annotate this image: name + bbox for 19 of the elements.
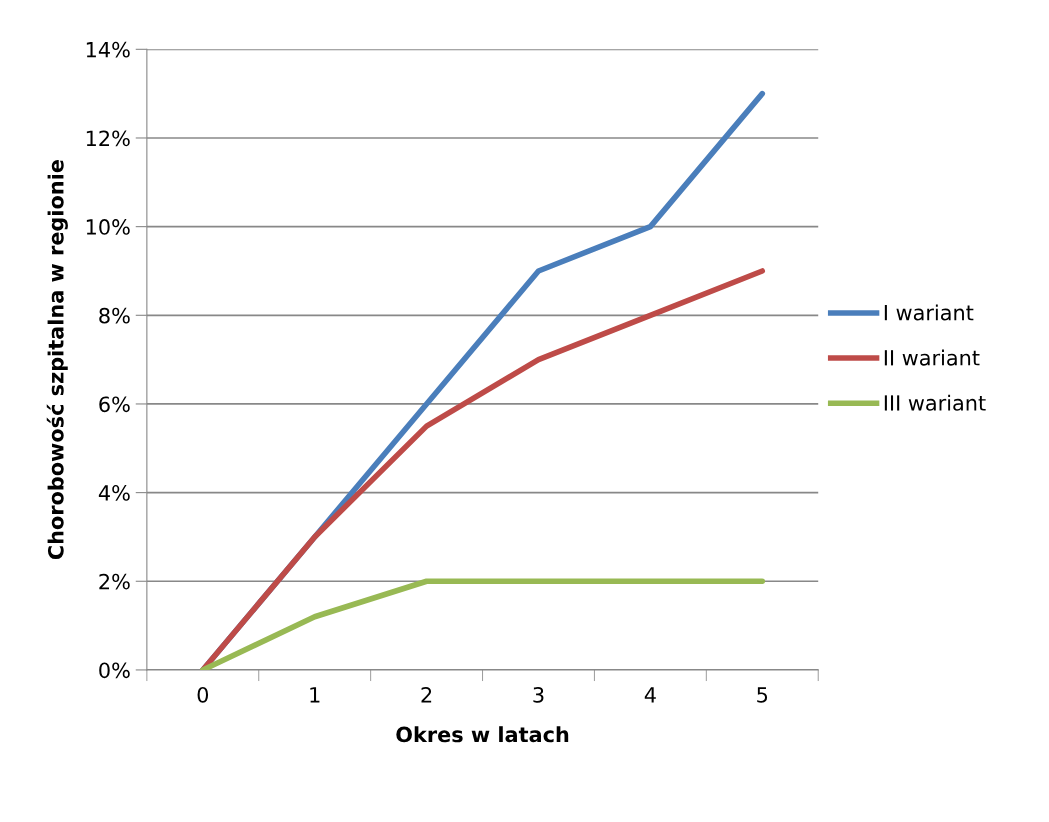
y-tick-label: 10% xyxy=(86,219,130,235)
x-axis-title: Okres w latach xyxy=(396,726,569,743)
legend-label: II wariant xyxy=(884,349,980,366)
x-tick-label: 5 xyxy=(757,687,768,703)
x-tick-label: 1 xyxy=(310,687,320,703)
y-tick-label: 6% xyxy=(99,396,130,413)
x-tick-label: 4 xyxy=(644,687,656,703)
y-tick-label: 0% xyxy=(99,662,130,679)
x-tick-label: 0 xyxy=(197,686,209,703)
y-tick-label: 12% xyxy=(86,130,130,147)
y-tick-label: 4% xyxy=(98,485,130,501)
y-tick-label: 14% xyxy=(86,41,130,58)
x-tick-label: 2 xyxy=(421,686,432,703)
x-tick-label: 3 xyxy=(533,686,544,703)
legend-label: I wariant xyxy=(884,304,974,321)
y-tick-label: 2% xyxy=(99,573,130,590)
y-axis-title: Chorobowość szpitalna w regionie xyxy=(46,160,68,560)
legend-label: III wariant xyxy=(884,394,986,411)
y-tick-label: 8% xyxy=(99,307,130,324)
